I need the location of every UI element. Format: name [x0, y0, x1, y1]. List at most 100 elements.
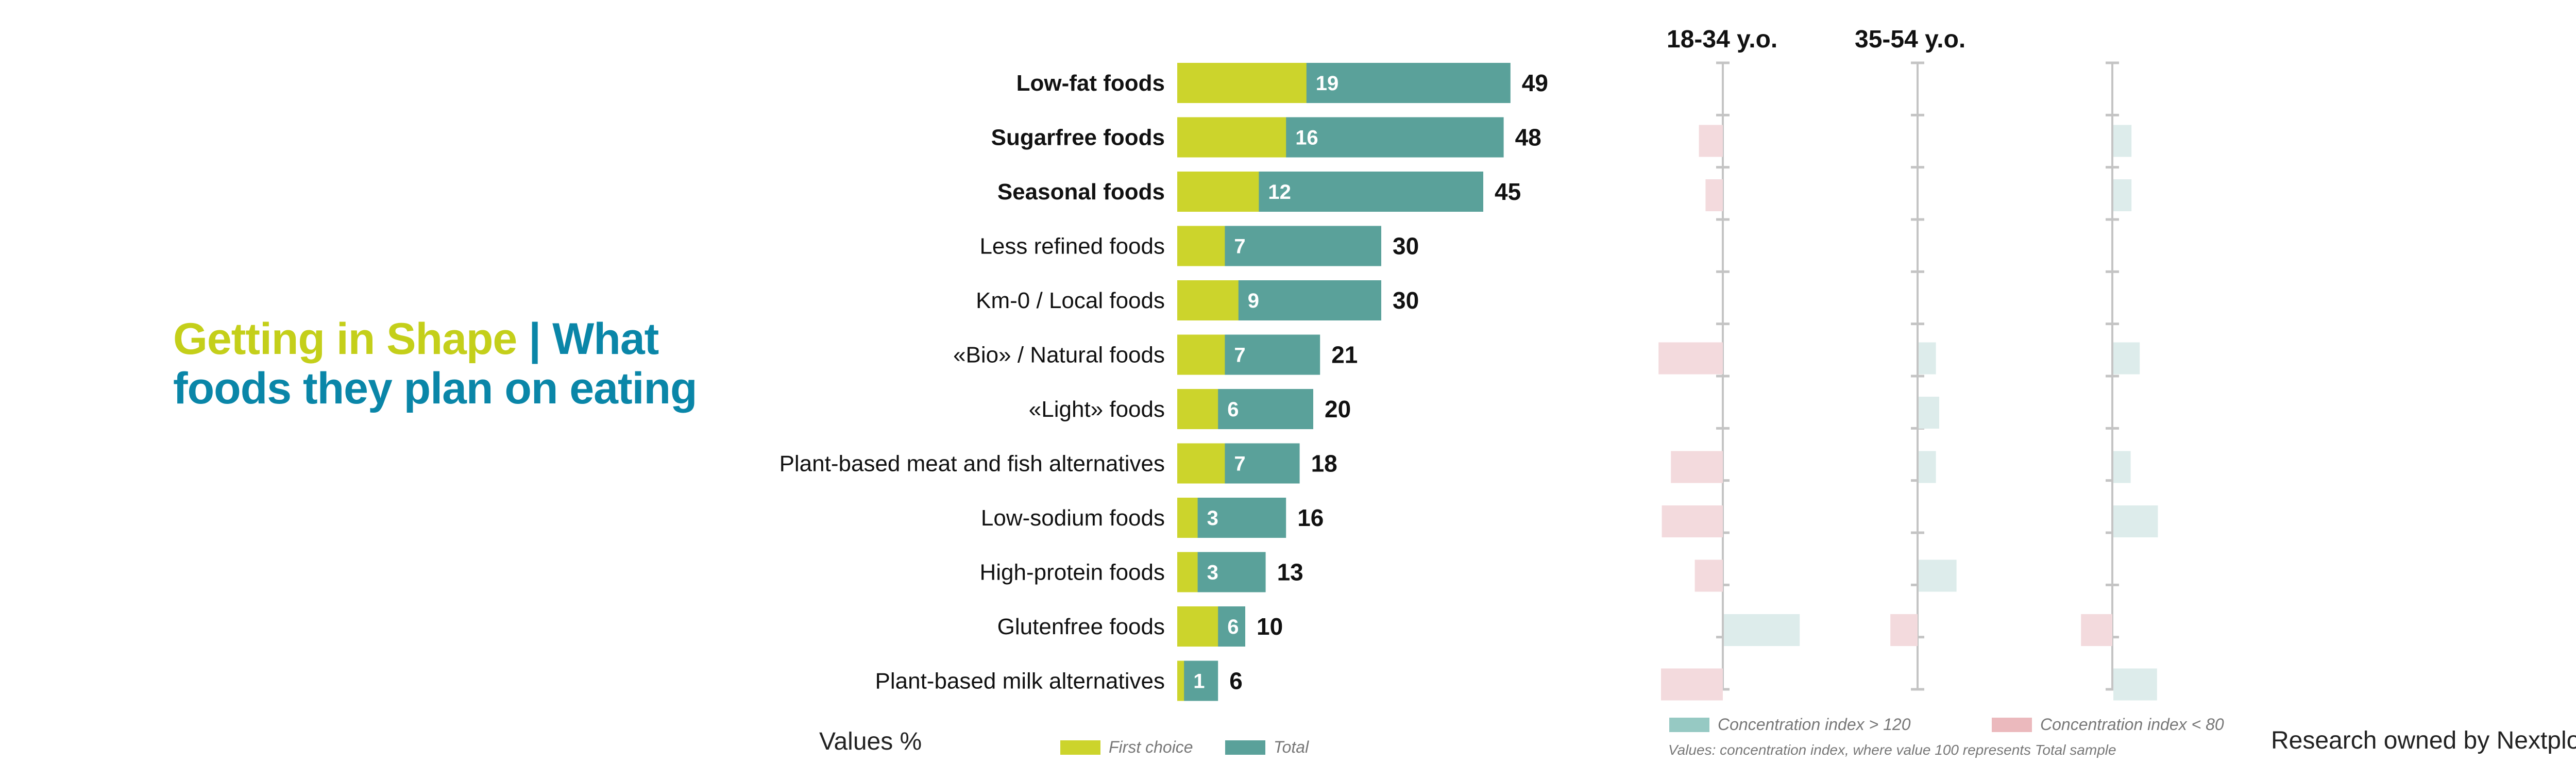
total-value-label: 30: [1393, 287, 1419, 314]
first-choice-bar: [1177, 443, 1225, 484]
first-choice-value-label: 7: [1234, 344, 1245, 367]
concentration-low-bar: [1699, 125, 1723, 157]
category-label: Low-fat foods: [1016, 71, 1165, 96]
page-title: Getting in Shape | What foods they plan …: [173, 314, 698, 413]
legend-label-conc-low: Concentration index < 80: [2040, 715, 2224, 734]
total-value-label: 30: [1393, 233, 1419, 260]
values-percent-label: Values %: [819, 728, 922, 755]
first-choice-bar: [1177, 660, 1184, 701]
concentration-high-bar: [2113, 342, 2140, 375]
concentration-low-bar: [1662, 505, 1723, 537]
concentration-column: [2081, 61, 2158, 701]
category-label: Seasonal foods: [997, 179, 1165, 205]
total-value-label: 21: [1331, 342, 1358, 368]
concentration-high-bar: [1919, 559, 1957, 592]
concentration-chart: 18-34 y.o. 35-54 y.o.: [1658, 26, 2158, 701]
legend-first-choice: First choice: [1060, 738, 1193, 757]
concentration-high-bar: [2113, 125, 2132, 157]
concentration-high-bar: [1724, 614, 1800, 646]
category-label: Sugarfree foods: [991, 125, 1165, 150]
total-value-label: 48: [1515, 124, 1541, 151]
total-value-label: 49: [1522, 70, 1548, 96]
legend-label-first-choice: First choice: [1109, 738, 1193, 756]
first-choice-bar: [1177, 63, 1307, 103]
first-choice-bar: [1177, 117, 1286, 158]
column-header: 35-54 y.o.: [1855, 26, 1965, 53]
legend-label-conc-high: Concentration index > 120: [1718, 715, 1911, 734]
bar-row: Plant-based meat and fish alternatives 7 1…: [779, 443, 1337, 484]
legend-swatch-conc-high: [1669, 717, 1709, 732]
first-choice-bar: [1177, 280, 1239, 320]
category-label: «Bio» / Natural foods: [953, 343, 1165, 368]
concentration-low-bar: [1661, 668, 1723, 701]
first-choice-value-label: 19: [1316, 72, 1339, 95]
category-label: Plant-based meat and fish alternatives: [779, 451, 1165, 477]
first-choice-bar: [1177, 226, 1225, 266]
legend-conc-high: Concentration index > 120: [1669, 715, 1910, 734]
concentration-high-bar: [2113, 505, 2158, 537]
concentration-low-bar: [1694, 559, 1723, 592]
category-label: Low-sodium foods: [981, 505, 1165, 531]
category-label: «Light» foods: [1029, 397, 1165, 422]
legend-swatch-first-choice: [1060, 740, 1100, 755]
concentration-column: 18-34 y.o.: [1658, 26, 1800, 701]
title-part1: Getting in Shape: [173, 314, 517, 364]
concentration-high-bar: [2113, 179, 2132, 211]
bar-row: Km-0 / Local foods 9 30: [976, 280, 1419, 320]
concentration-low-bar: [1658, 342, 1723, 375]
legend-swatch-total: [1225, 740, 1265, 755]
concentration-high-bar: [2113, 451, 2131, 483]
first-choice-value-label: 6: [1227, 398, 1239, 421]
category-label: Less refined foods: [979, 234, 1165, 259]
first-choice-value-label: 6: [1227, 616, 1239, 638]
bar-row: Low-sodium foods 3 16: [981, 498, 1324, 538]
total-value-label: 45: [1495, 178, 1521, 205]
concentration-high-bar: [1919, 397, 1939, 429]
total-value-label: 16: [1297, 504, 1324, 531]
legend-total: Total: [1225, 738, 1309, 757]
concentration-low-bar: [1671, 451, 1723, 483]
first-choice-bar: [1177, 334, 1225, 375]
first-choice-bar: [1177, 552, 1198, 592]
legend-conc-low: Concentration index < 80: [1992, 715, 2224, 734]
bar-row: «Light» foods 6 20: [1029, 389, 1351, 429]
bar-row: Seasonal foods 12 45: [997, 172, 1521, 212]
first-choice-value-label: 1: [1193, 670, 1205, 693]
concentration-high-bar: [1919, 451, 1936, 483]
first-choice-value-label: 3: [1207, 562, 1218, 584]
category-label: Glutenfree foods: [997, 614, 1165, 639]
concentration-note: Values: concentration index, where value…: [1668, 742, 2116, 758]
category-label: Plant-based milk alternatives: [875, 669, 1165, 694]
bar-row: Glutenfree foods 6 10: [997, 606, 1283, 647]
bar-row: Plant-based milk alternatives 1 6: [875, 660, 1243, 701]
total-value-label: 13: [1277, 559, 1303, 586]
first-choice-value-label: 3: [1207, 507, 1218, 530]
first-choice-bar: [1177, 389, 1218, 429]
first-choice-value-label: 7: [1234, 235, 1245, 258]
concentration-high-bar: [1919, 342, 1936, 375]
total-value-label: 18: [1311, 450, 1337, 477]
first-choice-bar: [1177, 498, 1198, 538]
bar-row: Less refined foods 7 30: [979, 226, 1419, 266]
title-part2-line2: foods they plan on eating: [173, 364, 698, 413]
first-choice-value-label: 7: [1234, 453, 1245, 476]
research-credit: Research owned by Nextplora (September 2…: [2271, 727, 2576, 754]
bar-row: Sugarfree foods 16 48: [991, 117, 1541, 158]
total-value-label: 6: [1229, 668, 1243, 694]
total-value-label: 20: [1325, 396, 1351, 422]
column-header: 18-34 y.o.: [1667, 26, 1777, 53]
bar-row: «Bio» / Natural foods 7 21: [953, 334, 1358, 375]
concentration-low-bar: [2081, 614, 2112, 646]
bar-row: Low-fat foods 19 49: [1016, 63, 1548, 103]
first-choice-value-label: 9: [1248, 290, 1259, 312]
legend-swatch-conc-low: [1992, 717, 2032, 732]
concentration-column: 35-54 y.o.: [1855, 26, 1965, 691]
category-label: High-protein foods: [979, 560, 1165, 585]
bar-row: High-protein foods 3 13: [979, 552, 1303, 592]
concentration-low-bar: [1705, 179, 1723, 211]
first-choice-bar: [1177, 606, 1218, 647]
legend-label-total: Total: [1274, 738, 1309, 756]
title-separator: |: [517, 314, 553, 364]
